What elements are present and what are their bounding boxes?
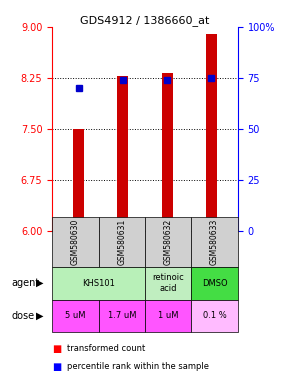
Text: retinoic
acid: retinoic acid (152, 273, 184, 293)
Text: transformed count: transformed count (67, 344, 145, 353)
Text: GSM580632: GSM580632 (164, 219, 173, 265)
Text: 1.7 uM: 1.7 uM (108, 311, 136, 320)
Text: 5 uM: 5 uM (65, 311, 86, 320)
Title: GDS4912 / 1386660_at: GDS4912 / 1386660_at (80, 15, 210, 26)
Text: ▶: ▶ (36, 311, 44, 321)
Text: GSM580630: GSM580630 (71, 219, 80, 265)
Text: 0.1 %: 0.1 % (203, 311, 226, 320)
Text: GSM580633: GSM580633 (210, 219, 219, 265)
Text: percentile rank within the sample: percentile rank within the sample (67, 362, 209, 371)
Bar (117, 76, 128, 232)
Text: GSM580631: GSM580631 (117, 219, 126, 265)
Bar (206, 34, 217, 232)
Bar (162, 73, 173, 232)
Text: KHS101: KHS101 (82, 279, 115, 288)
Text: ▶: ▶ (36, 278, 44, 288)
Bar (73, 129, 84, 232)
Text: dose: dose (12, 311, 35, 321)
Text: ■: ■ (52, 344, 61, 354)
Text: 1 uM: 1 uM (158, 311, 178, 320)
Text: ■: ■ (52, 362, 61, 372)
Text: agent: agent (12, 278, 40, 288)
Text: DMSO: DMSO (202, 279, 227, 288)
